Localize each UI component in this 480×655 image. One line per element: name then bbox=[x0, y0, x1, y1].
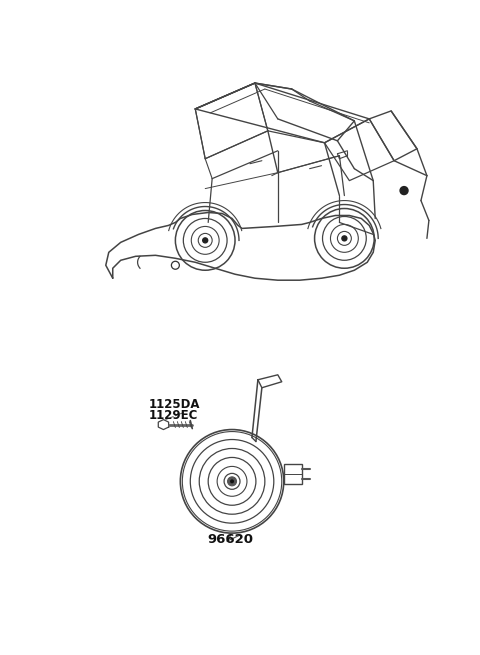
Text: 1125DA: 1125DA bbox=[148, 398, 200, 411]
Circle shape bbox=[230, 479, 234, 483]
Circle shape bbox=[228, 477, 237, 486]
Circle shape bbox=[203, 238, 208, 243]
Bar bbox=[284, 464, 301, 484]
Text: 1129EC: 1129EC bbox=[148, 409, 198, 422]
Circle shape bbox=[400, 187, 408, 195]
Circle shape bbox=[342, 236, 347, 241]
Text: 96620: 96620 bbox=[207, 533, 253, 546]
